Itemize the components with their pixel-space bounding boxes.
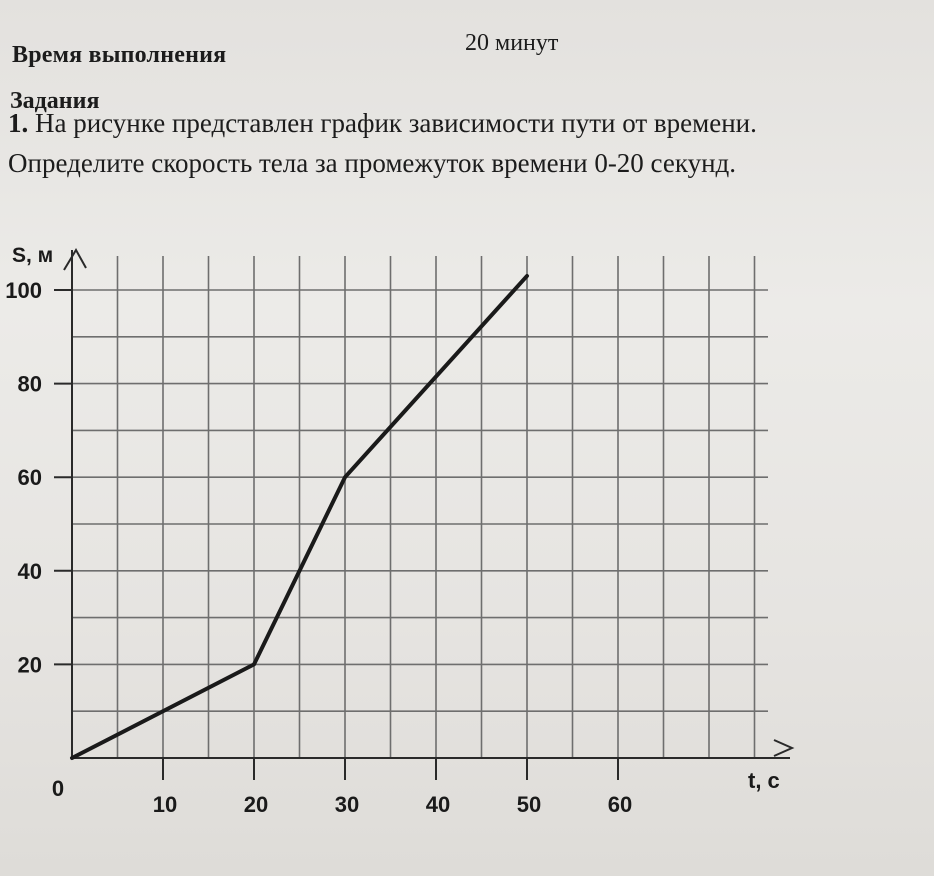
series-point	[343, 475, 347, 479]
series-point	[525, 274, 529, 278]
y-tick-label: 100	[5, 278, 42, 303]
y-tick-label: 60	[18, 465, 42, 490]
y-tick-label: 40	[18, 559, 42, 584]
task-number: 1.	[8, 108, 29, 138]
duration-label: Время выполнения	[12, 42, 227, 68]
series-point	[70, 756, 74, 760]
x-tick-label: 50	[517, 792, 541, 817]
task-line-1: 1. На рисунке представлен график зависим…	[8, 108, 757, 139]
task-text-1: На рисунке представлен график зависимост…	[35, 108, 757, 138]
origin-label: 0	[52, 776, 64, 801]
y-tick-label: 80	[18, 372, 42, 397]
x-tick-label: 40	[426, 792, 450, 817]
y-axis-arrow	[63, 248, 87, 271]
y-axis-label: S, м	[12, 244, 53, 267]
series-point	[252, 662, 256, 666]
x-tick-label: 20	[244, 792, 268, 817]
chart-grid	[72, 256, 768, 758]
section-title: Задания	[10, 88, 100, 114]
duration-value: 20 минут	[465, 30, 559, 56]
x-tick-label: 60	[608, 792, 632, 817]
x-tick-label: 10	[153, 792, 177, 817]
x-tick-label: 30	[335, 792, 359, 817]
chart-axes	[63, 248, 795, 759]
series-line	[70, 273, 529, 760]
chart-series	[70, 273, 529, 760]
chart-labels: 0 S, м t, с	[12, 244, 780, 801]
x-axis-label: t, с	[748, 768, 780, 793]
x-axis-arrow	[773, 739, 795, 757]
chart-ticks: 20 40 60 80 100 10 20 30 40 50 60	[5, 278, 632, 817]
y-tick-label: 20	[18, 652, 42, 677]
task-line-2: Определите скорость тела за промежуток в…	[8, 148, 737, 178]
